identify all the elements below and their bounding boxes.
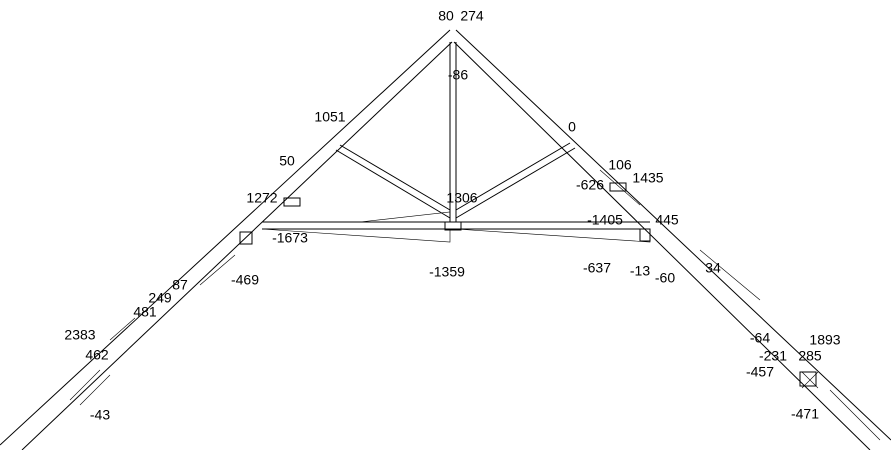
force-diagram: [261, 228, 451, 243]
force-label: 106: [608, 157, 632, 173]
force-label: 445: [655, 212, 679, 228]
force-label: 1272: [246, 190, 277, 206]
truss-members: [0, 29, 891, 450]
force-label: 1435: [632, 170, 663, 186]
force-label: 2383: [64, 327, 95, 343]
left-top-chord: [21, 41, 453, 450]
right-top-chord: [455, 29, 891, 441]
plate: [639, 228, 651, 242]
force-label: 249: [148, 290, 172, 306]
force-label: -60: [655, 270, 675, 286]
force-label: -471: [791, 406, 819, 422]
force-label: -13: [630, 263, 650, 279]
plate: [799, 371, 817, 387]
plate: [239, 231, 253, 245]
right-top-chord: [453, 41, 871, 450]
left-diagonal: [339, 144, 451, 211]
force-label: -637: [583, 260, 611, 276]
force-label: -457: [746, 364, 774, 380]
force-label: 274: [460, 8, 484, 24]
force-diagram: [455, 228, 651, 243]
force-label: -86: [448, 67, 468, 83]
force-label: 87: [172, 277, 188, 293]
force-label: 34: [705, 260, 721, 276]
left-diagonal: [335, 149, 451, 219]
force-label: -64: [750, 330, 770, 346]
force-label: 285: [798, 348, 822, 364]
plate: [283, 197, 301, 207]
force-label: -469: [231, 272, 259, 288]
force-label: 481: [133, 304, 157, 320]
force-label: -231: [759, 348, 787, 364]
force-label: -626: [576, 177, 604, 193]
force-label: -1673: [272, 230, 308, 246]
force-label: 80: [438, 8, 454, 24]
force-label: -1405: [587, 212, 623, 228]
left-top-chord: [0, 29, 451, 446]
plate: [444, 221, 462, 231]
force-label: 1051: [314, 109, 345, 125]
force-label: 50: [279, 153, 295, 169]
force-label: -1359: [429, 264, 465, 280]
right-diagonal: [455, 147, 576, 219]
plate: [609, 182, 627, 192]
force-label: 462: [85, 347, 109, 363]
hatching: [69, 169, 881, 441]
force-label: 1893: [809, 332, 840, 348]
right-diagonal: [455, 142, 571, 211]
force-diagram: [359, 211, 451, 223]
force-label: 0: [568, 119, 576, 135]
force-label: 1306: [446, 190, 477, 206]
force-label: -43: [90, 407, 110, 423]
